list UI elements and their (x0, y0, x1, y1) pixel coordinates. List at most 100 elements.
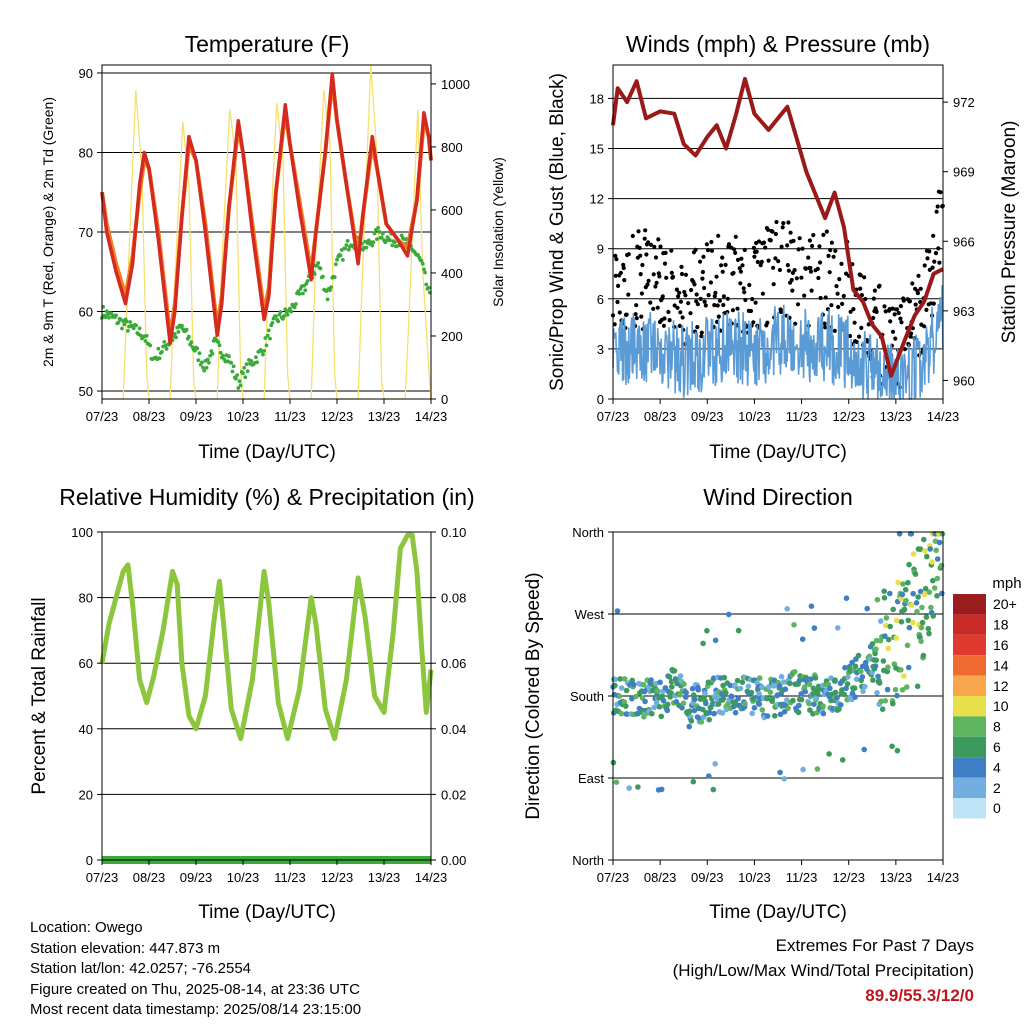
dewpoint-point (237, 379, 242, 384)
wind-direction-point (849, 659, 855, 666)
x-tick-label: 07/23 (597, 870, 630, 885)
gust-point (652, 244, 657, 249)
wind-direction-point (880, 658, 887, 664)
dewpoint-point (292, 305, 297, 310)
temp-2m-line (100, 71, 433, 346)
wind-direction-point (614, 608, 621, 614)
gust-point (901, 298, 906, 303)
wind-direction-point (842, 664, 848, 671)
dewpoint-point (235, 373, 240, 377)
wind-direction-point (642, 698, 648, 705)
wind-direction-point (884, 686, 891, 693)
dewpoint-point (120, 326, 124, 331)
wind-direction-point (800, 766, 806, 773)
legend-swatch (953, 777, 986, 798)
gust-point (701, 254, 706, 259)
wind-direction-point (695, 687, 701, 693)
gust-point (933, 251, 939, 256)
wind-direction-point (820, 710, 827, 717)
gust-point (742, 290, 747, 295)
wind-direction-point (656, 704, 663, 710)
wind-direction-point (902, 586, 909, 593)
station-location: Location: Owego (30, 919, 143, 936)
dewpoint-point (172, 332, 177, 336)
wind-direction-point (922, 585, 929, 592)
right-y-tick-label: 0.00 (441, 853, 466, 868)
gust-point (815, 266, 820, 271)
dewpoint-point (104, 309, 109, 314)
gust-point (761, 240, 767, 245)
gust-point (742, 247, 747, 253)
wind-direction-point (914, 608, 920, 615)
wind-direction-point (721, 674, 728, 681)
legend-label: 2 (993, 780, 1001, 796)
dewpoint-point (325, 297, 330, 302)
dewpoint-point (285, 312, 290, 317)
wind-direction-point (912, 571, 919, 577)
gust-point (786, 220, 791, 225)
recent-timestamp: Most recent data timestamp: 2025/08/14 2… (30, 1001, 362, 1018)
gust-point (937, 260, 942, 265)
wind-direction-point (905, 664, 912, 671)
dewpoint-point (289, 309, 294, 314)
wind-direction-point (657, 679, 663, 686)
gust-point (666, 309, 671, 315)
dewpoint-point (144, 333, 149, 338)
x-tick-label: 12/23 (321, 409, 354, 424)
gust-point (863, 296, 868, 302)
wind-direction-point (802, 688, 809, 695)
wind-direction-point (772, 713, 778, 719)
x-tick-label: 07/23 (597, 409, 630, 424)
wind-direction-point (910, 619, 916, 626)
x-tick-label: 14/23 (415, 870, 448, 885)
dewpoint-point (278, 310, 283, 314)
wind-direction-point (711, 710, 717, 717)
x-tick-label: 13/23 (880, 870, 913, 885)
gust-point (935, 204, 940, 209)
wind-direction-point (864, 605, 870, 612)
wind-direction-point (926, 589, 933, 595)
gust-point (624, 312, 629, 317)
wind-direction-point (889, 743, 895, 750)
gust-point (721, 302, 726, 308)
legend-swatch (953, 614, 986, 635)
gust-point (930, 265, 935, 270)
extremes-summary: Extremes For Past 7 Days (High/Low/Max W… (673, 933, 974, 1008)
gust-point (716, 233, 721, 238)
gust-point (638, 272, 643, 277)
gust-point (678, 310, 683, 315)
gust-point (740, 263, 745, 268)
gust-point (698, 259, 703, 264)
wind-direction-point (689, 685, 696, 692)
dewpoint-point (131, 326, 136, 331)
gust-point (648, 242, 654, 247)
wind-direction-point (915, 594, 921, 600)
gust-point (802, 293, 807, 298)
gust-point (738, 281, 743, 286)
gust-point (733, 250, 738, 255)
wind-direction-point (834, 694, 840, 701)
wind-direction-point (703, 700, 709, 707)
gust-point (674, 287, 680, 292)
gust-point (660, 294, 665, 299)
legend-swatch (953, 757, 986, 778)
wind-pressure-panel: Winds (mph) & Pressure (mb) 0 3 6 9 12 15 18 96… (547, 31, 1020, 463)
gust-point (634, 316, 639, 321)
wind-direction-point (669, 684, 675, 690)
wind-direction-point (659, 693, 666, 699)
wind-direction-point (832, 677, 838, 683)
wind-direction-point (874, 690, 880, 696)
wind-direction-point (715, 701, 722, 707)
gust-point (862, 275, 867, 280)
station-info: Location: Owego Station elevation: 447.8… (30, 918, 361, 1021)
wind-direction-point (885, 645, 892, 652)
dewpoint-point (201, 365, 205, 370)
wind-direction-point (686, 723, 692, 730)
dewpoint-point (371, 240, 376, 245)
wind-direction-point (729, 694, 735, 700)
dewpoint-point (122, 322, 127, 327)
gust-point (735, 257, 741, 262)
wind-direction-point (922, 548, 928, 554)
gust-point (638, 253, 643, 258)
relative-humidity-line (99, 532, 434, 742)
